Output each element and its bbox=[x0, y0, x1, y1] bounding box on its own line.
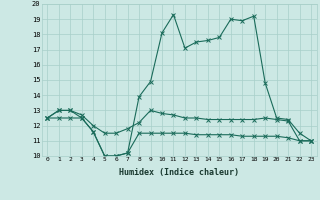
X-axis label: Humidex (Indice chaleur): Humidex (Indice chaleur) bbox=[119, 168, 239, 177]
